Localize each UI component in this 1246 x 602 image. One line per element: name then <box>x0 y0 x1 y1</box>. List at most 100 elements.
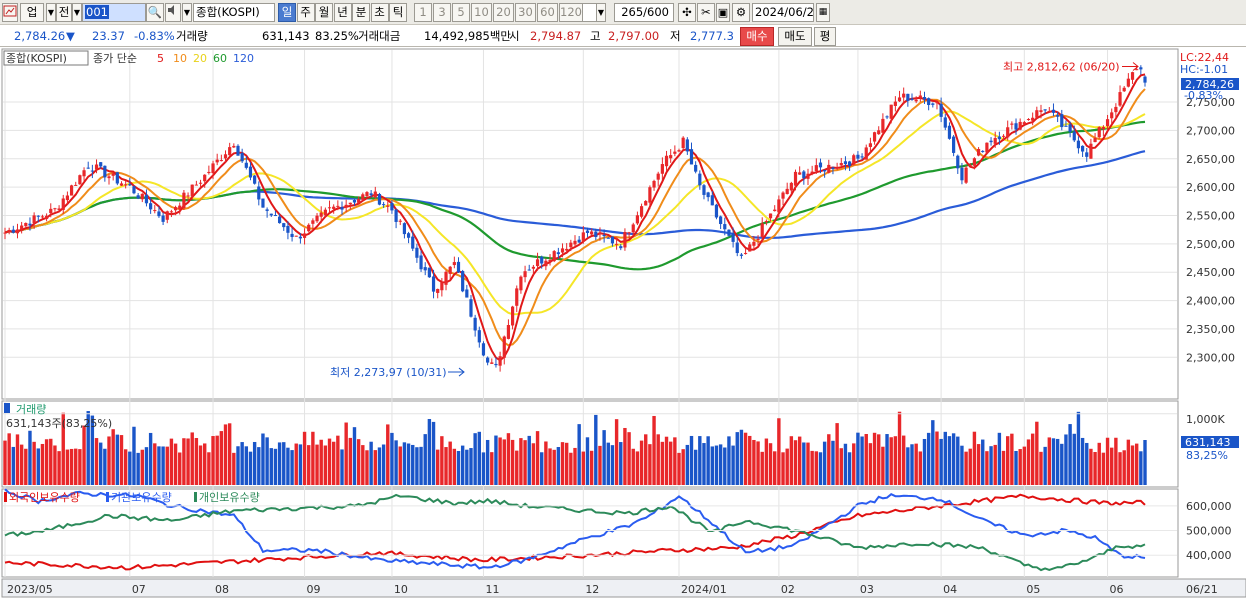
minute-button[interactable]: 120 <box>559 3 583 22</box>
volume-bar <box>839 448 843 485</box>
chart-area[interactable]: 2,300,00 2,350,00 2,400,00 2,450,00 2,500,00… <box>0 47 1246 602</box>
period-button[interactable]: 년 <box>333 3 352 22</box>
candle <box>1072 131 1076 141</box>
period-button[interactable]: 초 <box>370 3 389 22</box>
candle <box>635 215 640 224</box>
volume-legend-swatch <box>4 403 10 413</box>
draw-tools-icon[interactable]: ✂ <box>697 3 715 22</box>
candle <box>144 194 149 204</box>
volume-bar <box>365 450 369 485</box>
month-label: 08 <box>215 583 229 596</box>
minute-button[interactable]: 60 <box>537 3 558 22</box>
candle <box>698 173 702 186</box>
chart-settings-icon[interactable] <box>2 3 18 22</box>
market-dropdown-icon[interactable]: ▼ <box>46 3 56 22</box>
high-label: 고 <box>590 29 601 43</box>
data-count-field[interactable]: 265/600 <box>614 3 674 22</box>
market-selector[interactable]: 업 <box>20 3 44 22</box>
candle <box>257 186 261 200</box>
minute-button[interactable]: 5 <box>452 3 470 22</box>
prev-dropdown-icon[interactable]: ▼ <box>72 3 82 22</box>
candle <box>82 170 86 177</box>
volume-bar <box>577 424 581 485</box>
volume-bar <box>906 447 910 485</box>
volume-bar <box>993 444 997 485</box>
candle <box>1122 87 1126 92</box>
minute-button[interactable]: 1 <box>414 3 432 22</box>
candle <box>265 209 269 211</box>
candle <box>1143 76 1147 83</box>
volume-bar <box>723 447 727 485</box>
period-button[interactable]: 일 <box>278 3 296 22</box>
minute-dropdown-icon[interactable]: ▼ <box>596 3 606 22</box>
holdings-lines <box>4 488 1146 572</box>
volume-bar <box>1006 436 1010 485</box>
minute-button[interactable]: 10 <box>471 3 492 22</box>
candle <box>128 184 132 186</box>
legend-ma120: 120 <box>233 52 254 65</box>
candle <box>502 336 506 358</box>
gear-icon[interactable]: ⚙ <box>732 3 750 22</box>
minute-button[interactable]: 20 <box>493 3 514 22</box>
candle <box>877 130 881 135</box>
last-price-label: 2,784,26 <box>1185 78 1234 91</box>
volume-bar <box>1064 434 1068 485</box>
volume-bar <box>3 440 7 485</box>
volume-bar <box>427 419 432 485</box>
period-button[interactable]: 주 <box>296 3 315 22</box>
eval-button[interactable]: 평 <box>814 27 836 46</box>
crosshair-icon[interactable]: ✣ <box>678 3 696 22</box>
volume-bar <box>502 439 506 485</box>
volume-bar <box>436 449 440 485</box>
volume-bar <box>19 444 24 485</box>
code-input[interactable]: 001 <box>82 3 146 22</box>
sell-button[interactable]: 매도 <box>778 27 812 46</box>
volume-bar <box>348 437 353 485</box>
speaker-icon[interactable] <box>165 3 181 22</box>
buy-button[interactable]: 매수 <box>740 27 774 46</box>
volume-bar <box>1130 445 1135 485</box>
minute-button[interactable]: 3 <box>433 3 451 22</box>
candle <box>452 262 456 266</box>
volume-bar <box>98 442 103 485</box>
stock-name-field[interactable]: 종합(KOSPI) <box>193 3 275 22</box>
candle <box>36 215 40 217</box>
save-icon[interactable]: ▣ <box>716 3 730 22</box>
period-button[interactable]: 틱 <box>389 3 407 22</box>
price-tick: 2,550,00 <box>1186 209 1235 222</box>
candle <box>639 206 644 217</box>
speaker-dropdown-icon[interactable]: ▼ <box>182 3 192 22</box>
period-button[interactable]: 월 <box>315 3 333 22</box>
candle <box>194 184 198 186</box>
candle <box>45 215 49 219</box>
volume-last-label: 631,143 <box>1185 436 1231 449</box>
candle <box>814 165 818 172</box>
candle <box>411 236 415 249</box>
calendar-icon[interactable]: ▦ <box>816 3 830 22</box>
candle <box>823 170 827 172</box>
candle <box>1101 127 1105 130</box>
holdings-line <box>4 488 1146 570</box>
candle <box>236 145 240 156</box>
period-button[interactable]: 분 <box>352 3 370 22</box>
candle <box>111 173 115 176</box>
date-field[interactable]: 2024/06/21 <box>752 3 814 22</box>
volume-bar <box>219 431 224 485</box>
candle <box>394 209 398 222</box>
volume-bar <box>178 452 182 485</box>
candle <box>781 192 785 199</box>
candle <box>1068 124 1072 132</box>
volume-bar <box>169 438 174 485</box>
prev-button[interactable]: 전 <box>56 3 72 22</box>
candle <box>818 162 823 168</box>
minute-button[interactable]: 30 <box>515 3 536 22</box>
candle <box>702 185 706 195</box>
last-price-box <box>1181 78 1239 90</box>
volume-bar <box>627 432 631 485</box>
candle <box>835 167 839 169</box>
open-label: 시 <box>509 29 520 43</box>
search-icon[interactable]: 🔍 <box>146 3 164 22</box>
volume-bar <box>947 436 952 485</box>
candle <box>981 150 985 152</box>
volume-bar <box>560 442 565 485</box>
